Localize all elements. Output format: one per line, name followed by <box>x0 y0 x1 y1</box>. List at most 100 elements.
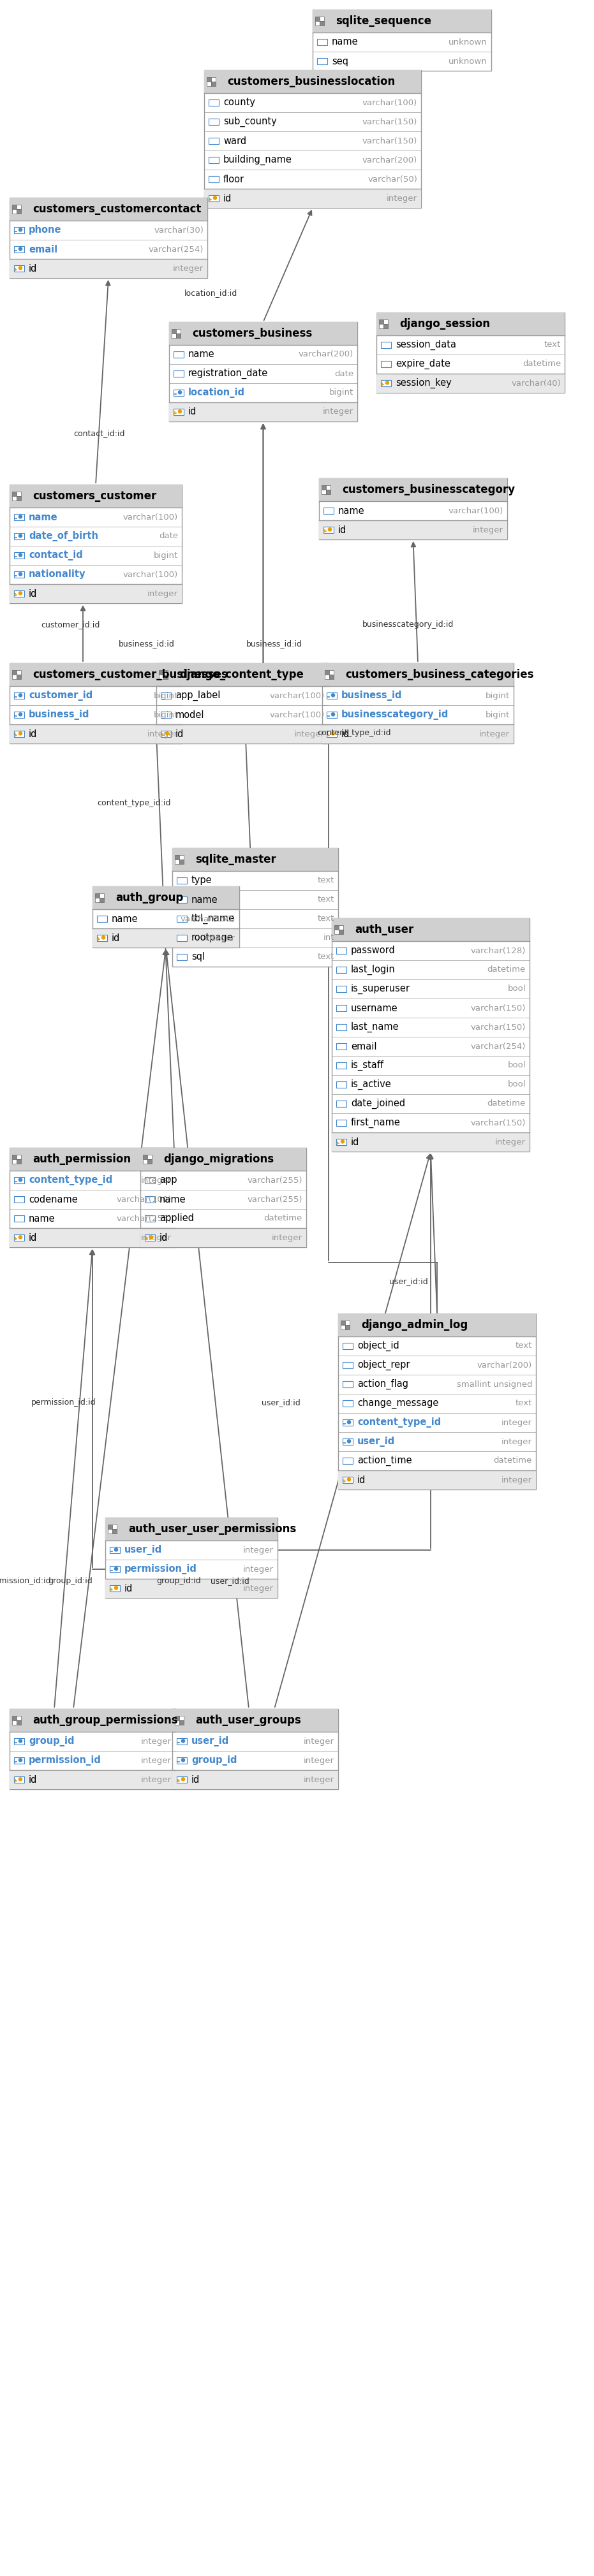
Text: int: int <box>323 935 334 943</box>
Bar <box>140 1149 307 1247</box>
Text: id: id <box>29 263 37 273</box>
Text: id: id <box>160 1234 168 1242</box>
Text: integer: integer <box>387 193 417 204</box>
Bar <box>338 1471 536 1489</box>
Bar <box>12 204 16 209</box>
Text: app: app <box>160 1175 177 1185</box>
Bar <box>332 917 530 1151</box>
Text: datetime: datetime <box>494 1455 532 1466</box>
Text: customers_business_categories: customers_business_categories <box>345 670 533 680</box>
Bar <box>17 1721 21 1723</box>
Bar <box>108 1525 112 1528</box>
Bar <box>179 1716 184 1721</box>
Bar <box>315 21 320 26</box>
FancyBboxPatch shape <box>14 572 24 577</box>
Bar <box>322 662 514 744</box>
Text: ward: ward <box>223 137 247 147</box>
Bar <box>312 10 491 70</box>
Text: text: text <box>318 876 334 884</box>
Text: sql: sql <box>191 953 205 961</box>
Text: varchar(100): varchar(100) <box>116 1195 172 1203</box>
Text: text: text <box>544 340 561 350</box>
Text: username: username <box>351 1002 398 1012</box>
FancyBboxPatch shape <box>145 1177 155 1182</box>
Bar <box>10 258 207 278</box>
Bar <box>172 332 176 337</box>
Bar <box>175 1721 179 1723</box>
Text: integer: integer <box>141 1757 172 1765</box>
Text: smallint unsigned: smallint unsigned <box>457 1381 532 1388</box>
Text: datetime: datetime <box>487 966 526 974</box>
FancyBboxPatch shape <box>336 966 346 974</box>
Bar <box>321 489 326 495</box>
Bar <box>204 70 421 93</box>
Bar <box>176 332 180 337</box>
FancyBboxPatch shape <box>14 590 24 598</box>
Bar <box>105 1517 277 1540</box>
Circle shape <box>341 1141 345 1144</box>
Text: varchar(254): varchar(254) <box>148 245 204 252</box>
Bar <box>159 670 163 675</box>
Circle shape <box>115 1566 118 1571</box>
Bar <box>322 724 514 744</box>
Text: varchar(150): varchar(150) <box>181 914 235 922</box>
Bar <box>319 479 507 502</box>
Bar <box>163 675 168 677</box>
Text: id: id <box>338 526 347 536</box>
Circle shape <box>213 196 217 198</box>
FancyBboxPatch shape <box>324 507 334 515</box>
Text: date: date <box>159 533 178 541</box>
Bar <box>325 675 329 677</box>
FancyBboxPatch shape <box>208 137 219 144</box>
Circle shape <box>328 528 331 531</box>
Text: auth_group_permissions: auth_group_permissions <box>33 1716 178 1726</box>
Text: id: id <box>358 1476 366 1484</box>
Text: bigint: bigint <box>154 690 178 701</box>
Text: customers_customercontact: customers_customercontact <box>33 204 201 214</box>
Bar <box>112 1530 116 1533</box>
Bar <box>384 319 388 325</box>
Circle shape <box>115 1587 118 1589</box>
Text: is_active: is_active <box>351 1079 391 1090</box>
Bar <box>172 1770 338 1790</box>
Bar <box>326 489 330 495</box>
Text: varchar(254): varchar(254) <box>470 1043 526 1051</box>
Text: varchar(150): varchar(150) <box>470 1023 526 1030</box>
FancyBboxPatch shape <box>336 987 346 992</box>
Text: bigint: bigint <box>485 690 510 701</box>
Text: object_repr: object_repr <box>358 1360 410 1370</box>
Text: customers_businesslocation: customers_businesslocation <box>227 75 395 88</box>
Text: group_id: group_id <box>29 1736 74 1747</box>
FancyBboxPatch shape <box>14 1177 24 1182</box>
Text: content_type_id:id: content_type_id:id <box>317 729 391 737</box>
Text: group_id:id: group_id:id <box>156 1577 201 1584</box>
Text: email: email <box>351 1041 377 1051</box>
Text: integer: integer <box>304 1757 334 1765</box>
Text: varchar(200): varchar(200) <box>477 1360 532 1370</box>
Bar <box>169 322 358 422</box>
Text: businesscategory_id:id: businesscategory_id:id <box>362 621 454 629</box>
Text: nationality: nationality <box>29 569 86 580</box>
FancyBboxPatch shape <box>208 118 219 126</box>
Bar <box>176 330 180 332</box>
Circle shape <box>166 732 169 734</box>
FancyBboxPatch shape <box>14 227 24 234</box>
Bar <box>172 848 338 966</box>
Text: id: id <box>175 729 184 739</box>
Bar <box>147 1154 151 1159</box>
FancyBboxPatch shape <box>14 265 24 270</box>
Bar <box>143 1159 147 1164</box>
Text: businesscategory_id: businesscategory_id <box>342 708 449 719</box>
Bar <box>140 1149 307 1170</box>
Text: user_id: user_id <box>358 1437 395 1448</box>
FancyBboxPatch shape <box>343 1458 353 1463</box>
Bar <box>10 484 182 507</box>
Text: integer: integer <box>501 1437 532 1445</box>
Circle shape <box>347 1440 350 1443</box>
Text: varchar(100): varchar(100) <box>123 513 178 520</box>
Bar <box>172 848 338 871</box>
Text: datetime: datetime <box>522 361 561 368</box>
Circle shape <box>115 1548 118 1551</box>
Text: varchar(255): varchar(255) <box>116 1213 172 1224</box>
Bar <box>100 899 104 902</box>
